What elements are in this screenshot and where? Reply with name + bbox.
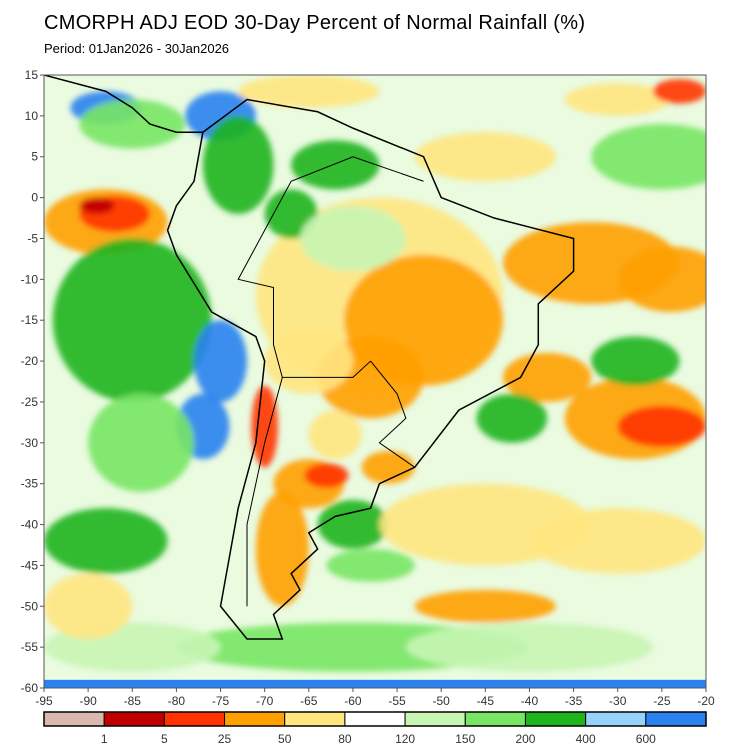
lat-tick-label: -5 — [27, 231, 38, 245]
rain-anomaly-patch — [79, 197, 115, 214]
legend-swatch — [103, 711, 165, 727]
country-border — [237, 156, 424, 378]
period-label: Period: 01Jan2026 - 30Jan2026 — [44, 41, 230, 56]
rain-anomaly-patch — [361, 450, 415, 484]
rain-anomaly-patch — [564, 83, 671, 116]
legend-label: 120 — [395, 732, 415, 746]
rain-anomaly-patch — [617, 406, 706, 447]
lon-tick-label: -55 — [388, 694, 406, 708]
central-america-coastline — [44, 75, 203, 133]
lat-tick-label: -10 — [21, 272, 39, 286]
lat-tick-label: -40 — [21, 518, 39, 532]
lat-tick-label: -15 — [21, 313, 39, 327]
rain-anomaly-patch — [255, 491, 309, 607]
map-field — [44, 75, 706, 688]
lon-tick-label: -95 — [35, 694, 53, 708]
rain-anomaly-patch — [414, 132, 556, 182]
legend-label: 400 — [576, 732, 596, 746]
legend-label: 1 — [101, 732, 108, 746]
lon-tick-label: -90 — [79, 694, 97, 708]
legend-swatch — [524, 711, 587, 727]
lon-tick-label: -70 — [256, 694, 274, 708]
rain-anomaly-patch — [88, 393, 195, 492]
rain-anomaly-patch — [52, 238, 212, 402]
lon-tick-label: -20 — [697, 694, 715, 708]
legend-label: 50 — [278, 732, 292, 746]
rain-anomaly-patch — [304, 463, 349, 488]
rain-anomaly-patch — [476, 393, 548, 443]
legend-swatch — [163, 711, 226, 727]
lat-tick-label: -60 — [21, 681, 39, 695]
rain-anomaly-patch — [238, 75, 380, 108]
lat-tick-label: -35 — [21, 477, 39, 491]
legend-label: 5 — [161, 732, 168, 746]
lat-tick-label: -55 — [21, 640, 39, 654]
legend-swatch — [43, 711, 105, 727]
lat-tick-label: -25 — [21, 395, 39, 409]
map-title: CMORPH ADJ EOD 30-Day Percent of Normal … — [44, 12, 586, 34]
rain-anomaly-patch — [251, 385, 278, 468]
rain-anomaly-patch — [617, 246, 706, 313]
legend-frame — [43, 711, 707, 727]
rain-anomaly-patch — [308, 410, 362, 460]
legend-swatch — [344, 711, 406, 727]
country-border — [246, 377, 283, 607]
lat-tick-label: -30 — [21, 436, 39, 450]
rain-anomaly-patch — [653, 79, 706, 104]
rain-anomaly-patch — [44, 573, 133, 639]
rain-anomaly-patch — [591, 124, 706, 190]
south-america-coastline — [166, 98, 575, 640]
lat-tick-label: 0 — [31, 191, 38, 205]
rain-anomaly-patch — [79, 99, 186, 149]
rain-anomaly-patch — [291, 140, 380, 190]
legend-swatch — [404, 711, 466, 727]
legend-label: 200 — [515, 732, 535, 746]
legend-label: 600 — [636, 732, 656, 746]
rain-anomaly-patch — [591, 336, 680, 386]
country-border — [370, 360, 416, 468]
lat-tick-label: 5 — [31, 150, 38, 164]
lon-tick-label: -75 — [212, 694, 230, 708]
rain-anomaly-patch — [202, 115, 274, 214]
legend-swatch — [464, 711, 526, 727]
legend-label: 80 — [338, 732, 352, 746]
lat-tick-label: 10 — [25, 109, 39, 123]
rain-anomaly-patch — [326, 549, 415, 582]
rain-anomaly-patch — [502, 352, 592, 402]
rain-anomaly-patch — [44, 508, 168, 574]
legend-label: 150 — [455, 732, 475, 746]
lat-tick-label: -20 — [21, 354, 39, 368]
legend-label: 25 — [218, 732, 232, 746]
lat-tick-label: -50 — [21, 599, 39, 613]
rain-anomaly-patch — [317, 500, 389, 550]
rain-anomaly-patch — [529, 508, 706, 574]
legend-swatch — [284, 711, 346, 727]
legend-swatch — [585, 711, 647, 727]
legend-swatch — [645, 711, 707, 727]
lon-tick-label: -65 — [300, 694, 318, 708]
lon-tick-label: -35 — [565, 694, 583, 708]
lon-tick-label: -40 — [521, 694, 539, 708]
lon-tick-label: -50 — [433, 694, 451, 708]
rain-anomaly-patch — [405, 622, 654, 672]
lat-tick-label: -45 — [21, 558, 39, 572]
lon-tick-label: -80 — [168, 694, 186, 708]
rain-anomaly-patch — [299, 205, 406, 272]
lat-tick-label: 15 — [25, 68, 39, 82]
lon-tick-label: -45 — [477, 694, 495, 708]
lon-tick-label: -85 — [124, 694, 142, 708]
map-frame — [43, 74, 707, 689]
lon-tick-label: -25 — [653, 694, 671, 708]
lon-tick-label: -60 — [344, 694, 362, 708]
legend-swatch — [224, 711, 286, 727]
lon-tick-label: -30 — [609, 694, 627, 708]
rain-anomaly-patch — [194, 320, 248, 402]
rain-anomaly-patch — [414, 589, 556, 623]
antarctic-strip — [44, 679, 706, 688]
